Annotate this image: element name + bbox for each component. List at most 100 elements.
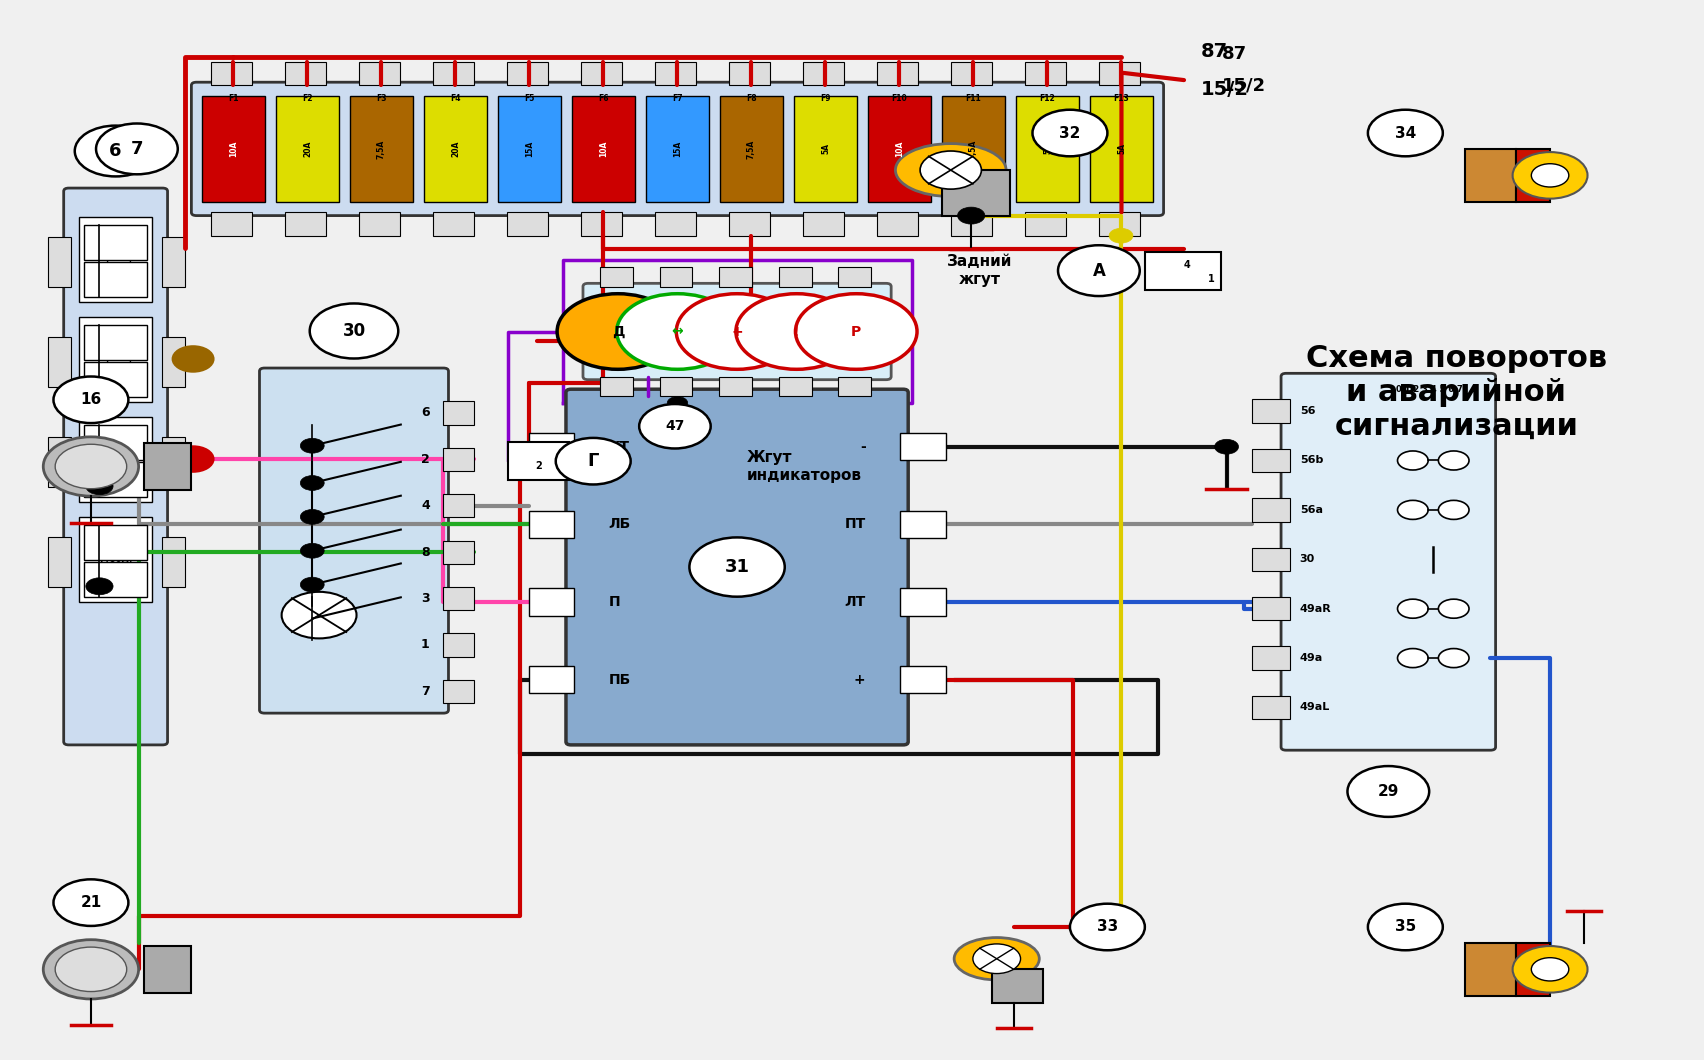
Text: A: A — [1092, 262, 1106, 280]
Text: F8: F8 — [746, 93, 757, 103]
Circle shape — [1368, 904, 1443, 950]
Bar — [1252, 695, 1290, 719]
Circle shape — [85, 478, 112, 495]
Text: F12: F12 — [1039, 93, 1055, 103]
Circle shape — [1513, 152, 1588, 198]
Bar — [951, 212, 992, 235]
Ellipse shape — [954, 937, 1039, 979]
Bar — [573, 96, 634, 201]
Circle shape — [53, 880, 128, 926]
Circle shape — [1532, 163, 1569, 187]
Circle shape — [690, 537, 786, 597]
Text: F6: F6 — [598, 93, 608, 103]
Text: 6: 6 — [109, 142, 123, 160]
Bar — [1099, 63, 1140, 86]
Circle shape — [43, 437, 138, 496]
Bar — [433, 63, 474, 86]
Text: КТ: КТ — [608, 440, 629, 454]
Text: 5A: 5A — [821, 143, 830, 155]
Circle shape — [75, 126, 157, 176]
Circle shape — [920, 151, 982, 189]
Bar — [581, 63, 622, 86]
Bar — [83, 562, 147, 597]
Text: F3: F3 — [377, 93, 387, 103]
Bar — [528, 511, 574, 538]
Text: 8: 8 — [421, 546, 429, 559]
Text: 15/2: 15/2 — [1222, 76, 1266, 94]
Bar — [83, 462, 147, 497]
Bar — [508, 212, 549, 235]
Bar — [1252, 498, 1290, 522]
Bar — [1465, 148, 1517, 201]
Text: 7,5A: 7,5A — [377, 139, 387, 159]
Text: 10A: 10A — [600, 141, 608, 157]
Bar — [719, 267, 751, 286]
Bar — [48, 236, 70, 287]
Bar — [838, 267, 871, 286]
Circle shape — [172, 446, 213, 472]
Text: 30: 30 — [1300, 554, 1315, 564]
Circle shape — [1539, 167, 1563, 182]
Bar — [1016, 96, 1079, 201]
Bar — [443, 634, 474, 656]
Bar — [83, 425, 147, 460]
Bar — [1517, 942, 1551, 995]
Bar — [203, 96, 264, 201]
Text: 10A: 10A — [228, 141, 239, 157]
Circle shape — [1348, 766, 1430, 817]
Bar — [878, 212, 918, 235]
Text: 31: 31 — [724, 558, 750, 576]
Bar — [721, 96, 782, 201]
Text: 47: 47 — [665, 420, 685, 434]
Text: 49a: 49a — [1300, 653, 1322, 664]
FancyBboxPatch shape — [566, 389, 908, 745]
Bar — [162, 437, 184, 488]
Bar — [78, 517, 152, 602]
Bar — [900, 588, 946, 616]
Bar — [942, 170, 1010, 215]
Circle shape — [1438, 649, 1469, 668]
Circle shape — [85, 578, 112, 595]
Bar — [1517, 148, 1551, 201]
Bar — [869, 96, 930, 201]
Bar — [729, 63, 770, 86]
Bar — [656, 212, 695, 235]
Circle shape — [1397, 500, 1428, 519]
Text: Р: Р — [850, 324, 862, 338]
Bar — [443, 587, 474, 611]
Bar — [443, 679, 474, 703]
Text: +: + — [854, 673, 866, 687]
FancyBboxPatch shape — [191, 83, 1164, 215]
Bar — [443, 541, 474, 564]
Bar — [143, 946, 191, 992]
Bar — [424, 96, 487, 201]
Circle shape — [1438, 500, 1469, 519]
Bar — [528, 432, 574, 460]
Bar — [779, 376, 811, 395]
Circle shape — [300, 476, 324, 491]
Bar — [528, 588, 574, 616]
Text: F(60A): F(60A) — [99, 455, 133, 463]
Bar — [900, 511, 946, 538]
Text: ПБ: ПБ — [608, 673, 630, 687]
Circle shape — [556, 438, 630, 484]
Circle shape — [1438, 599, 1469, 618]
Circle shape — [796, 294, 917, 369]
Circle shape — [736, 294, 857, 369]
FancyBboxPatch shape — [63, 188, 167, 745]
Bar — [794, 96, 857, 201]
Text: 29: 29 — [1377, 784, 1399, 799]
Bar — [1252, 448, 1290, 472]
Bar — [508, 442, 569, 480]
Circle shape — [300, 439, 324, 453]
Bar — [1252, 548, 1290, 571]
Bar — [48, 337, 70, 387]
Circle shape — [55, 947, 126, 991]
Text: 15A: 15A — [673, 141, 682, 157]
Text: 7: 7 — [131, 140, 143, 158]
Bar — [285, 63, 325, 86]
Bar — [83, 225, 147, 260]
Bar — [581, 212, 622, 235]
Text: F(90A): F(90A) — [99, 254, 133, 263]
Circle shape — [53, 376, 128, 423]
